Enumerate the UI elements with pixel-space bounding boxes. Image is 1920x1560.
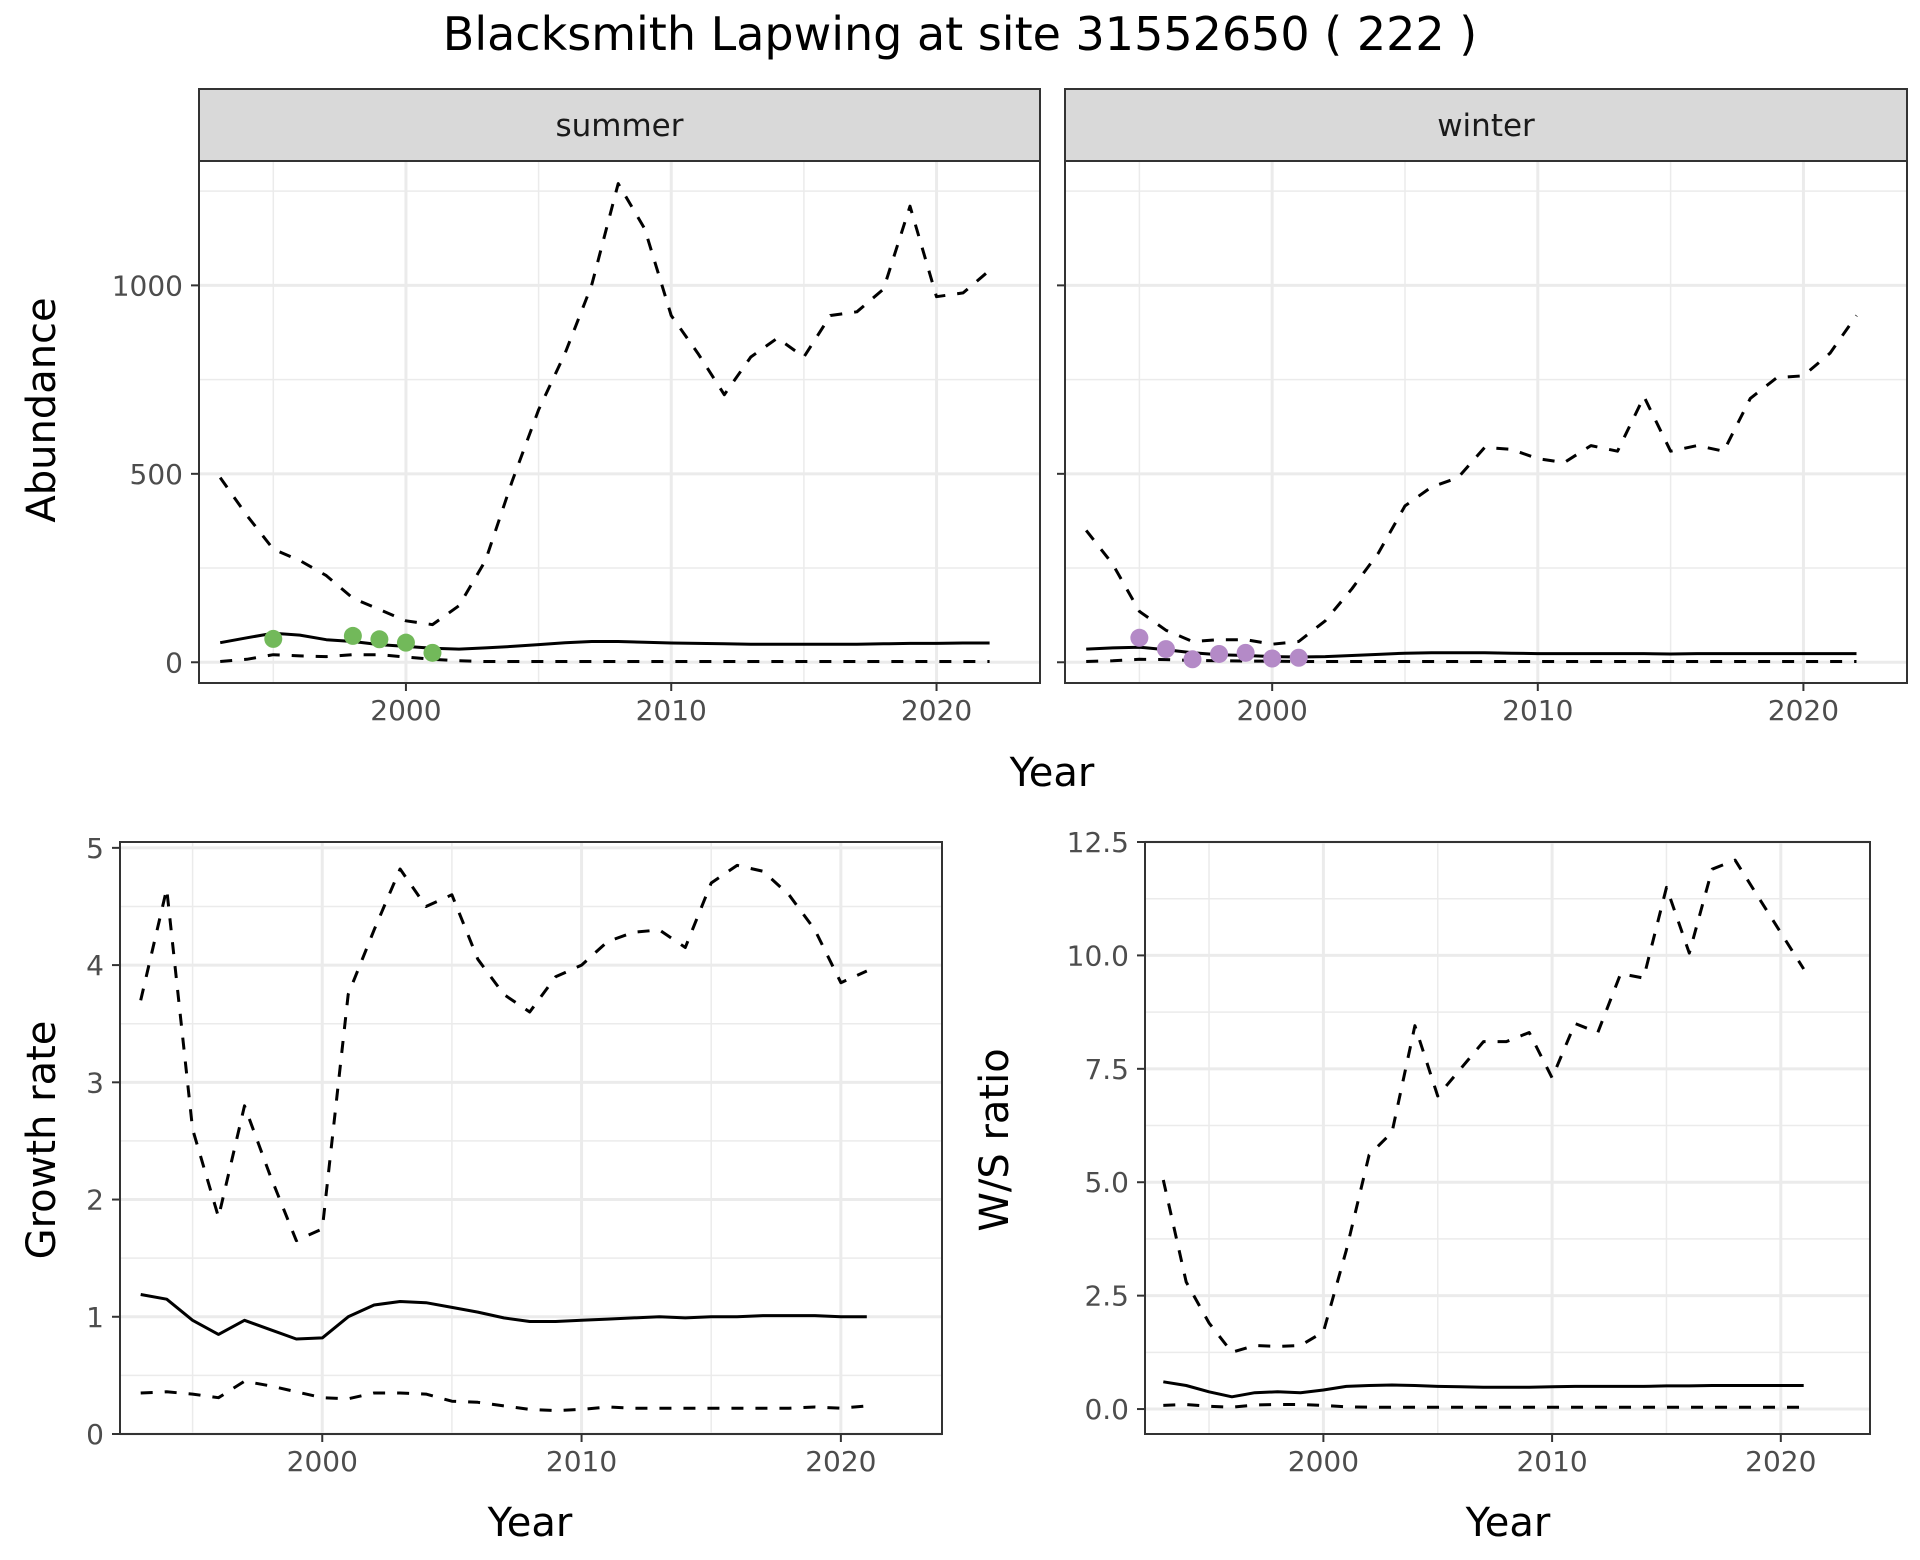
x-tick-label: 2020 — [901, 694, 972, 727]
strip-label-winter: winter — [1437, 108, 1535, 144]
panel-growth: 2000 2010 2020 0 1 2 3 4 5 — [86, 832, 943, 1478]
plot-background — [1065, 161, 1907, 683]
x-tick-label: 2020 — [1768, 694, 1839, 727]
y-axis-title-growth: Growth rate — [19, 1021, 65, 1260]
y-tick-label: 4 — [86, 949, 104, 982]
series-estimate-line — [1163, 1380, 1804, 1399]
x-tick-label: 2020 — [1745, 1445, 1816, 1478]
y-axis-title-ratio: W/S ratio — [972, 1048, 1018, 1231]
series-upper-line — [218, 182, 991, 627]
observed-point — [264, 629, 283, 648]
panel-border — [198, 160, 1041, 684]
y-tick-label: 12.5 — [1067, 826, 1129, 859]
x-tick-label: 2010 — [1502, 694, 1573, 727]
series-upper-line — [1085, 314, 1858, 646]
x-axis-title-growth: Year — [487, 1500, 573, 1546]
series-upper-line — [139, 863, 868, 1243]
plot-background — [120, 842, 942, 1434]
x-tick-label: 2010 — [636, 694, 707, 727]
observed-point — [1263, 649, 1282, 668]
strip-label-summer: summer — [555, 108, 683, 144]
panel-border — [1144, 841, 1871, 1435]
observed-point — [1130, 628, 1149, 647]
y-tick-label: 1 — [86, 1301, 104, 1334]
x-tick-label: 2000 — [1237, 694, 1308, 727]
observed-point — [1183, 650, 1202, 669]
figure-title: Blacksmith Lapwing at site 31552650 ( 22… — [443, 7, 1477, 61]
series-upper-line — [1161, 858, 1805, 1354]
x-tick-label: 2010 — [1516, 1445, 1587, 1478]
observed-point — [370, 630, 389, 649]
observed-point — [1156, 640, 1175, 659]
x-axis-title-ratio: Year — [1465, 1500, 1551, 1546]
plot-background — [1145, 842, 1870, 1434]
observed-point — [423, 643, 442, 662]
x-axis-title-top: Year — [1009, 750, 1095, 796]
x-tick-label: 2000 — [370, 694, 441, 727]
x-tick-label: 2020 — [805, 1445, 876, 1478]
x-tick-label: 2000 — [287, 1445, 358, 1478]
panel-ratio: 2000 2010 2020 0.0 2.5 5.0 7.5 10.0 12.5 — [1067, 826, 1871, 1478]
y-tick-label: 0 — [86, 1418, 104, 1451]
series-lower-line — [140, 1379, 867, 1413]
observed-point — [343, 626, 362, 645]
strip-winter: winter — [1064, 88, 1908, 162]
strip-summer: summer — [198, 88, 1041, 162]
observed-point — [1236, 643, 1255, 662]
y-tick-label: 2.5 — [1084, 1280, 1129, 1313]
y-tick-label: 3 — [86, 1066, 104, 1099]
y-axis-title-abundance: Abundance — [19, 297, 65, 522]
observed-point — [396, 633, 415, 652]
observed-point — [1289, 648, 1308, 667]
y-tick-label: 2 — [86, 1184, 104, 1217]
y-tick-label: 5.0 — [1084, 1166, 1129, 1199]
series-estimate-line — [140, 1293, 867, 1341]
panel-border — [119, 841, 943, 1435]
x-tick-label: 2000 — [1288, 1445, 1359, 1478]
panel-winter: 2000 2010 2020 — [1057, 160, 1908, 727]
series-lower-line — [220, 653, 990, 663]
y-tick-label: 10.0 — [1067, 939, 1129, 972]
plot-background — [199, 161, 1040, 683]
x-tick-label: 2010 — [546, 1445, 617, 1478]
panel-summer: 2000 2010 2020 0 500 1000 — [112, 160, 1041, 727]
series-lower-line — [1163, 1403, 1804, 1409]
y-tick-label: 0.0 — [1084, 1393, 1129, 1426]
observed-point — [1210, 644, 1229, 663]
y-tick-label: 5 — [86, 832, 104, 865]
panel-border — [1064, 160, 1908, 684]
y-tick-label: 0 — [165, 646, 183, 679]
y-tick-label: 500 — [130, 458, 183, 491]
y-tick-label: 7.5 — [1084, 1053, 1129, 1086]
y-tick-label: 1000 — [112, 269, 183, 302]
